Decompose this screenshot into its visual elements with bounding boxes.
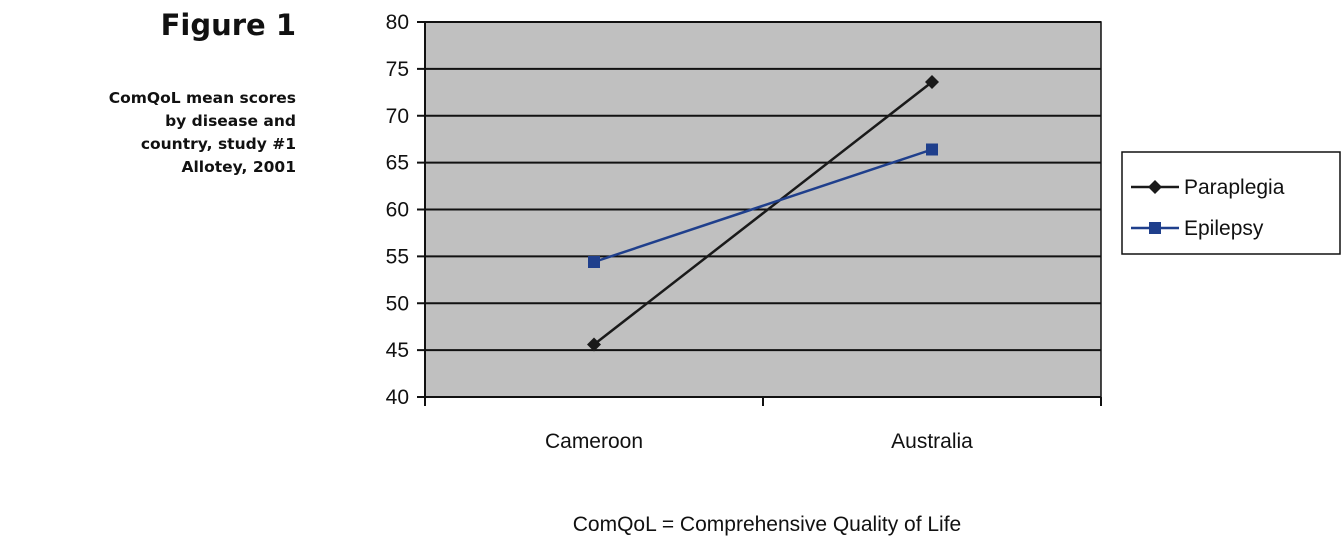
legend-label-paraplegia: Paraplegia bbox=[1184, 176, 1285, 199]
y-tick-label-75: 75 bbox=[386, 58, 409, 81]
legend-box bbox=[1121, 151, 1341, 255]
y-tick-label-70: 70 bbox=[386, 105, 409, 128]
y-tick-label-80: 80 bbox=[386, 11, 409, 34]
series-line-paraplegia bbox=[593, 81, 933, 346]
figure-caption: ComQoL mean scores by disease and countr… bbox=[96, 87, 296, 179]
caption-line-1: ComQoL mean scores bbox=[108, 89, 296, 107]
y-tick-label-50: 50 bbox=[386, 292, 409, 315]
x-tick-label-australia: Australia bbox=[891, 430, 973, 453]
point-epilepsy-cameroon bbox=[588, 256, 600, 268]
y-tick-label-45: 45 bbox=[386, 339, 409, 362]
series-line-epilepsy bbox=[593, 148, 933, 264]
y-tick-label-55: 55 bbox=[386, 245, 409, 268]
line-chart: 40 45 50 55 60 65 70 75 80 Cameroon Australia Parap… bbox=[386, 11, 1341, 453]
legend-label-epilepsy: Epilepsy bbox=[1184, 217, 1264, 240]
y-tick-label-40: 40 bbox=[386, 386, 409, 409]
point-epilepsy-australia bbox=[926, 143, 938, 156]
footnote: ComQoL = Comprehensive Quality of Life bbox=[572, 513, 962, 536]
legend-marker-epilepsy bbox=[1149, 222, 1161, 234]
caption-line-4: Allotey, 2001 bbox=[181, 158, 296, 176]
caption-line-3: country, study #1 bbox=[140, 135, 296, 153]
legend-marker-paraplegia bbox=[1148, 180, 1162, 194]
figure-title: Figure 1 bbox=[160, 8, 296, 42]
point-paraplegia-australia bbox=[925, 75, 939, 89]
point-paraplegia-cameroon bbox=[587, 337, 601, 352]
x-tick-label-cameroon: Cameroon bbox=[545, 430, 643, 453]
y-tick-label-60: 60 bbox=[386, 199, 409, 222]
y-tick-label-65: 65 bbox=[386, 152, 409, 175]
caption-line-2: by disease and bbox=[165, 112, 296, 130]
